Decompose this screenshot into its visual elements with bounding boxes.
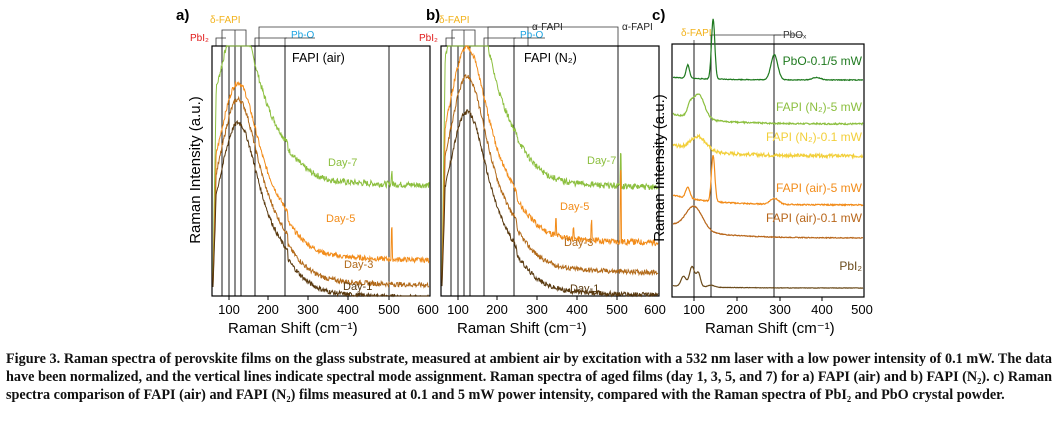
panel-c-xlabel: Raman Shift (cm⁻¹) xyxy=(705,320,835,337)
panel-a-label-dfapi: δ-FAPI xyxy=(210,15,241,26)
panel-b-label-afapi: α-FAPI xyxy=(622,22,653,33)
panel-c: c) Raman Intensity (a.u.) δ-FAPI PbOₓ Pb… xyxy=(651,7,873,337)
panel-a-series-day7 xyxy=(212,44,430,277)
panel-b-label-pbo: Pb-O xyxy=(520,30,544,41)
figure-caption: Figure 3. Raman spectra of perovskite fi… xyxy=(6,350,1052,405)
panel-a-label-afapi: α-FAPI xyxy=(532,22,563,33)
panel-a-ylabel: Raman Intensity (a.u.) xyxy=(187,96,204,244)
panel-a-xtick: 300 xyxy=(297,302,319,317)
panel-b-brackets xyxy=(445,26,619,46)
panel-b-xtick: 100 xyxy=(447,302,469,317)
panel-b-label-day1: Day-1 xyxy=(570,283,599,295)
panel-b-xtick: 600 xyxy=(644,302,666,317)
panel-c-series-pbo xyxy=(672,18,864,82)
panel-c-label-pbo: PbO-0.1/5 mW xyxy=(783,54,863,68)
figure-3: a) Raman Intensity (a.u.) PbI₂ δ-FAPI Pb… xyxy=(176,7,873,337)
panel-a-title: FAPI (air) xyxy=(292,51,345,65)
panel-a-label-day1: Day-1 xyxy=(343,281,372,293)
panel-c-xtick: 300 xyxy=(769,302,791,317)
panel-c-letter: c) xyxy=(652,7,665,24)
panel-b-label-day7: Day-7 xyxy=(587,155,616,167)
panel-c-label-fapi-air-01mw: FAPI (air)-0.1 mW xyxy=(766,211,863,225)
panel-c-ylabel: Raman Intensity (a.u.) xyxy=(651,94,668,242)
panel-b-letter: b) xyxy=(426,7,440,24)
panel-b-label-dfapi: δ-FAPI xyxy=(439,15,470,26)
panel-a-letter: a) xyxy=(176,7,189,24)
panel-a-label-day3: Day-3 xyxy=(344,259,373,271)
panel-a-label-day7: Day-7 xyxy=(328,157,357,169)
panel-b-xticks: 100 200 300 400 500 600 xyxy=(447,302,666,317)
panel-c-label-dfapi: δ-FAPI xyxy=(681,28,712,39)
panel-b-series-day5 xyxy=(441,45,659,281)
panel-b-mode-lines xyxy=(450,46,619,296)
panel-a-series-day3 xyxy=(212,95,430,289)
panel-a-xticks: 100 200 300 400 500 600 xyxy=(218,302,439,317)
panel-a-brackets xyxy=(215,26,529,46)
panel-c-xtick: 200 xyxy=(726,302,748,317)
panel-b-xtick: 200 xyxy=(486,302,508,317)
panel-a-xtick: 400 xyxy=(337,302,359,317)
panel-b-series-day7 xyxy=(441,45,659,275)
panel-c-plot-area xyxy=(671,43,865,298)
panel-c-series-fapi-n2-5mw xyxy=(672,93,864,126)
panel-b-plot-area xyxy=(440,45,660,297)
panel-b-label-day5: Day-5 xyxy=(560,201,589,213)
panel-c-label-fapi-n2-5mw: FAPI (N₂)-5 mW xyxy=(776,100,863,114)
panel-b-series-day3 xyxy=(441,73,659,284)
panel-c-series-fapi-air-01mw xyxy=(673,205,864,240)
panel-b-title: FAPI (N₂) xyxy=(524,51,577,65)
panel-c-label-pbi2: PbI₂ xyxy=(839,259,862,273)
panel-a-xtick: 100 xyxy=(218,302,240,317)
panel-c-xtick: 100 xyxy=(683,302,705,317)
panel-c-xtick: 500 xyxy=(851,302,873,317)
panel-b-xtick: 400 xyxy=(566,302,588,317)
panel-c-label-pbox: PbOₓ xyxy=(783,30,807,41)
panel-a-xtick: 200 xyxy=(257,302,279,317)
caption-text: Raman spectra of perovskite films on the… xyxy=(6,351,1052,404)
panel-a-xlabel: Raman Shift (cm⁻¹) xyxy=(228,320,358,337)
panel-a: a) Raman Intensity (a.u.) PbI₂ δ-FAPI Pb… xyxy=(176,7,563,337)
caption-lead: Figure 3. xyxy=(6,351,61,367)
panel-b-label-day3: Day-3 xyxy=(564,237,593,249)
panel-c-series-fapi-air-5mw xyxy=(672,155,864,207)
panel-b-xtick: 300 xyxy=(526,302,548,317)
panel-c-series-pbi2 xyxy=(672,265,864,289)
panel-c-xtick: 400 xyxy=(811,302,833,317)
panel-a-xtick: 600 xyxy=(417,302,439,317)
panel-a-series-day5 xyxy=(212,81,430,283)
panel-c-xticks: 100 200 300 400 500 xyxy=(683,302,873,317)
panel-b-xtick: 500 xyxy=(606,302,628,317)
panel-a-plot-area xyxy=(211,45,431,297)
panel-b-series-day1 xyxy=(441,109,659,298)
panel-a-series-day1 xyxy=(212,119,429,298)
panel-a-label-pbo: Pb-O xyxy=(291,30,315,41)
panel-a-xtick: 500 xyxy=(378,302,400,317)
panel-a-label-pbi2: PbI₂ xyxy=(190,33,209,44)
panel-c-series-fapi-n2-01mw xyxy=(672,133,864,160)
panel-a-label-day5: Day-5 xyxy=(326,213,355,225)
panel-c-label-fapi-n2-01mw: FAPI (N₂)-0.1 mW xyxy=(766,130,863,144)
panel-c-label-fapi-air-5mw: FAPI (air)-5 mW xyxy=(776,181,863,195)
panel-b: b) PbI₂ δ-FAPI Pb-O α-FAPI FAPI (N₂) Day xyxy=(419,7,666,337)
panel-c-mode-lines xyxy=(693,44,775,297)
panel-b-xlabel: Raman Shift (cm⁻¹) xyxy=(457,320,587,337)
panel-b-label-pbi2: PbI₂ xyxy=(419,33,438,44)
